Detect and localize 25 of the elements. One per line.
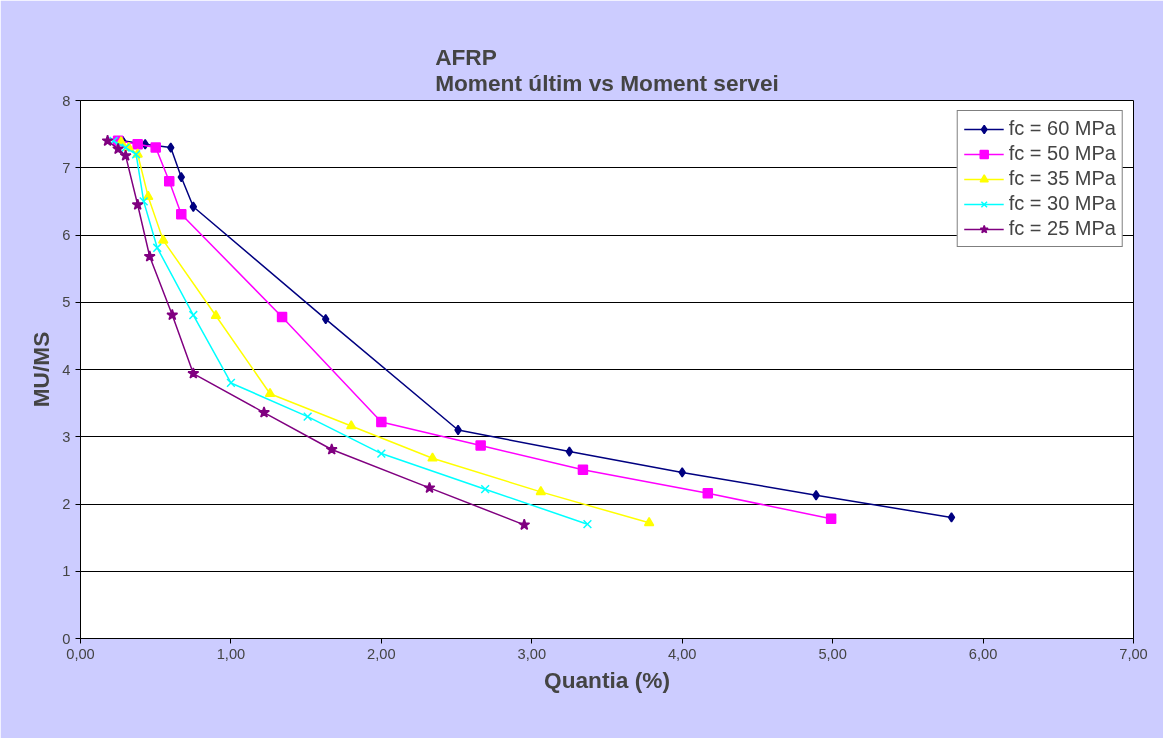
- legend-label: fc = 35 MPa: [1008, 167, 1116, 190]
- y-tick-label: 4: [62, 361, 71, 378]
- y-tick-label: 2: [62, 496, 71, 512]
- y-tick-label: 3: [62, 428, 71, 445]
- legend-label: fc = 25 MPa: [1008, 217, 1116, 240]
- legend-label: fc = 60 MPa: [1008, 117, 1116, 140]
- x-axis-title: Quantia (%): [544, 666, 670, 693]
- y-tick-label: 0: [62, 630, 71, 647]
- legend-label: fc = 30 MPa: [1008, 192, 1116, 215]
- x-tick-label: 7,00: [1119, 645, 1148, 662]
- chart-title: AFRP Moment últim vs Moment servei: [435, 43, 779, 96]
- y-tick-label: 7: [62, 159, 71, 176]
- y-axis-title: MU/MS: [28, 331, 55, 408]
- x-tick-label: 4,00: [667, 645, 697, 662]
- x-tick-label: 0,00: [66, 645, 95, 662]
- y-tick-label: 6: [62, 227, 71, 243]
- x-tick-label: 2,00: [367, 645, 396, 662]
- legend-label: fc = 50 MPa: [1008, 142, 1116, 165]
- y-tick-label: 8: [62, 92, 71, 109]
- y-tick-label: 5: [62, 294, 71, 311]
- x-tick-label: 1,00: [216, 645, 246, 662]
- x-tick-label: 3,00: [517, 645, 547, 662]
- x-tick-label: 6,00: [968, 645, 998, 662]
- y-tick-label: 1: [62, 563, 71, 580]
- x-tick-label: 5,00: [818, 645, 847, 662]
